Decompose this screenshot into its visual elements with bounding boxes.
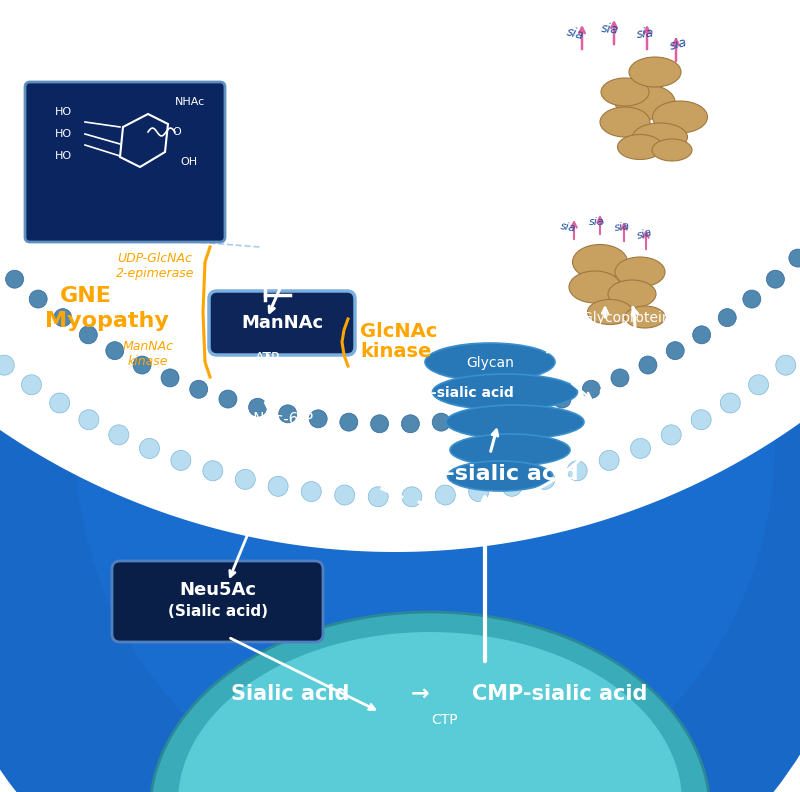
Ellipse shape: [625, 306, 665, 328]
Circle shape: [161, 369, 179, 387]
Text: CMP-sialic acid: CMP-sialic acid: [391, 464, 579, 484]
Text: kinase: kinase: [360, 342, 431, 361]
Circle shape: [611, 369, 629, 387]
FancyBboxPatch shape: [209, 291, 355, 355]
Circle shape: [766, 270, 784, 288]
Circle shape: [776, 355, 796, 375]
Circle shape: [662, 425, 682, 445]
Text: HO: HO: [55, 151, 72, 161]
Ellipse shape: [178, 632, 682, 792]
Circle shape: [0, 355, 14, 375]
Ellipse shape: [433, 374, 578, 410]
Circle shape: [54, 309, 72, 326]
Circle shape: [582, 380, 600, 398]
Circle shape: [720, 393, 740, 413]
Polygon shape: [0, 0, 800, 477]
Text: OH: OH: [180, 157, 197, 167]
Text: sia: sia: [601, 21, 619, 36]
FancyBboxPatch shape: [112, 561, 323, 642]
Ellipse shape: [615, 257, 665, 287]
Circle shape: [502, 476, 522, 497]
Text: →: →: [410, 684, 430, 704]
Circle shape: [718, 309, 736, 326]
Ellipse shape: [573, 245, 627, 280]
Text: ManNAc-6-P: ManNAc-6-P: [222, 412, 314, 427]
Text: sia: sia: [636, 227, 654, 241]
Text: (Sialic acid): (Sialic acid): [168, 604, 268, 619]
Circle shape: [268, 476, 288, 497]
Circle shape: [203, 461, 223, 481]
Text: Neu5Ac: Neu5Ac: [179, 581, 257, 599]
Text: NHAc: NHAc: [175, 97, 206, 107]
Circle shape: [334, 485, 354, 505]
Text: ATP: ATP: [255, 351, 280, 365]
Circle shape: [340, 413, 358, 431]
Circle shape: [278, 405, 297, 423]
Ellipse shape: [75, 67, 775, 792]
Circle shape: [309, 409, 327, 428]
FancyBboxPatch shape: [25, 82, 225, 242]
Text: UDP-GlcNAc: UDP-GlcNAc: [254, 255, 346, 270]
Polygon shape: [0, 0, 800, 437]
Text: sia: sia: [559, 221, 577, 234]
Ellipse shape: [150, 612, 710, 792]
Text: ManNAc: ManNAc: [122, 340, 174, 353]
Circle shape: [133, 356, 151, 374]
Text: CTP: CTP: [432, 713, 458, 727]
Text: PEP: PEP: [255, 431, 281, 445]
Ellipse shape: [600, 107, 650, 137]
Polygon shape: [0, 0, 800, 522]
Text: UDP-GlcNAc: UDP-GlcNAc: [118, 252, 193, 265]
Text: NeuAc-9-P: NeuAc-9-P: [222, 502, 302, 517]
Text: HO: HO: [55, 129, 72, 139]
Ellipse shape: [587, 299, 633, 325]
Text: Glucose: Glucose: [297, 183, 363, 201]
Text: GNE: GNE: [60, 286, 112, 306]
Circle shape: [666, 341, 684, 360]
Ellipse shape: [608, 280, 656, 308]
Circle shape: [567, 461, 587, 481]
Circle shape: [599, 451, 619, 470]
Circle shape: [249, 398, 266, 417]
Text: Sialic acid: Sialic acid: [231, 684, 349, 704]
Circle shape: [494, 405, 511, 423]
Ellipse shape: [615, 85, 675, 120]
Circle shape: [79, 409, 99, 430]
Circle shape: [219, 390, 237, 408]
Circle shape: [50, 393, 70, 413]
Circle shape: [693, 326, 710, 344]
Circle shape: [79, 326, 98, 344]
Text: HO: HO: [55, 107, 72, 117]
Text: Glycan: Glycan: [466, 356, 514, 370]
Text: GlcNAc: GlcNAc: [360, 322, 438, 341]
Text: CMP-sialic acid: CMP-sialic acid: [397, 386, 514, 400]
Circle shape: [109, 425, 129, 445]
Circle shape: [435, 485, 455, 505]
Circle shape: [749, 375, 769, 394]
Circle shape: [743, 290, 761, 308]
Circle shape: [789, 249, 800, 267]
Circle shape: [463, 409, 481, 428]
Ellipse shape: [425, 343, 555, 381]
Circle shape: [302, 482, 322, 501]
Circle shape: [370, 415, 389, 432]
Text: sia: sia: [589, 217, 605, 227]
Ellipse shape: [618, 135, 662, 159]
Ellipse shape: [447, 461, 553, 491]
Circle shape: [235, 470, 255, 489]
Circle shape: [190, 380, 208, 398]
Text: O: O: [172, 127, 181, 137]
Circle shape: [432, 413, 450, 431]
Ellipse shape: [633, 123, 687, 151]
Text: CMP: CMP: [598, 386, 628, 400]
Polygon shape: [0, 0, 800, 552]
Circle shape: [139, 439, 159, 459]
Text: CMP-sialic acid: CMP-sialic acid: [472, 684, 648, 704]
Circle shape: [106, 341, 124, 360]
Circle shape: [523, 398, 542, 417]
Ellipse shape: [450, 434, 570, 466]
Text: ManNAc: ManNAc: [241, 314, 323, 332]
Circle shape: [368, 487, 388, 507]
Ellipse shape: [446, 405, 584, 439]
